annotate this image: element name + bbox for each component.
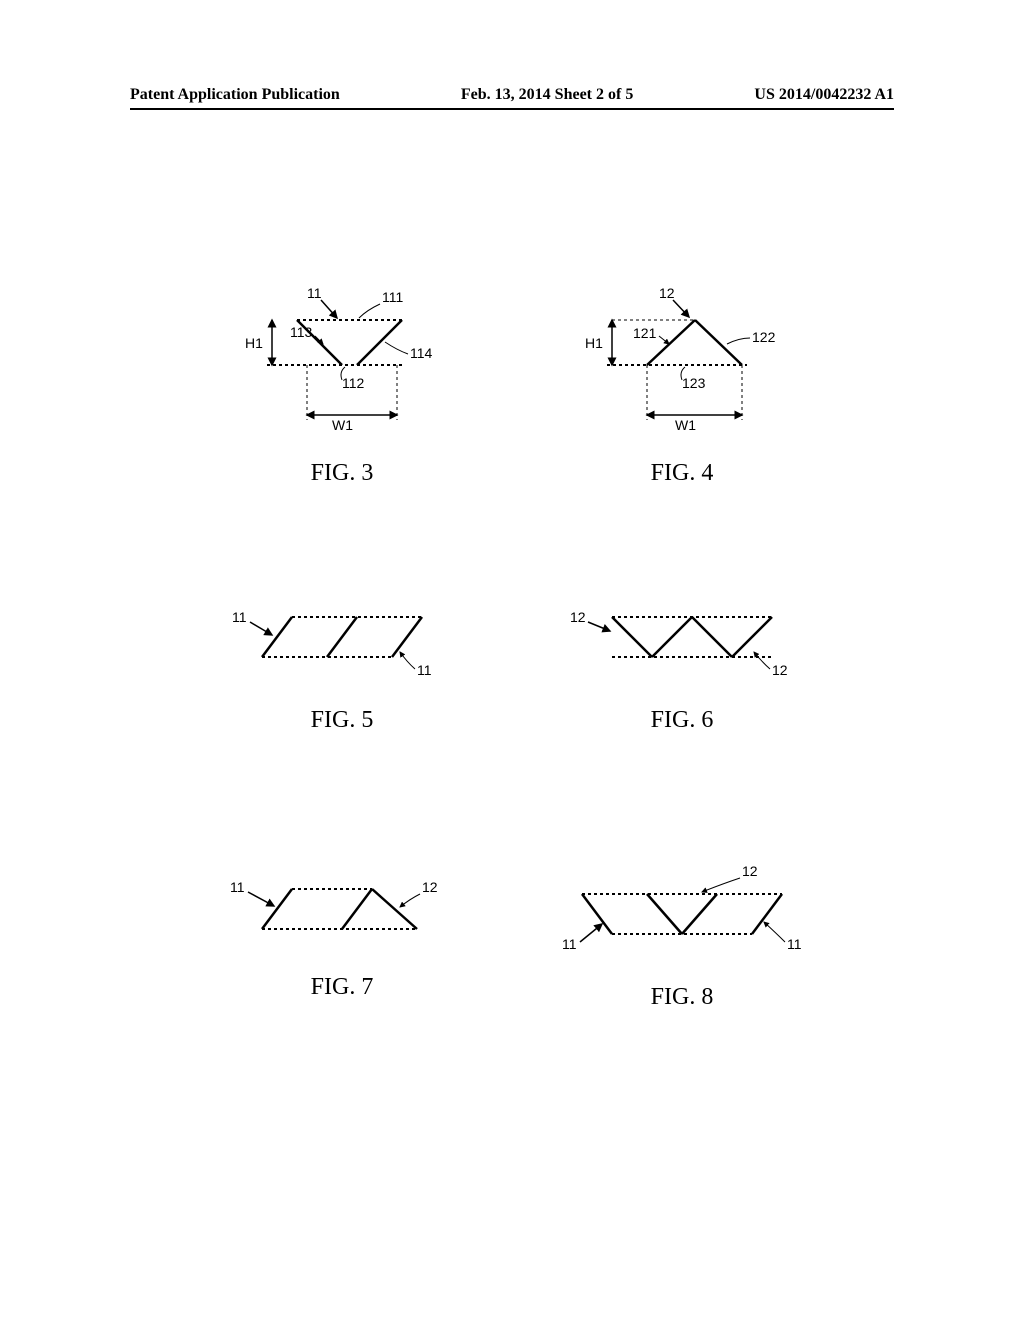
figure-7: 11 12 FIG. 7 — [202, 864, 482, 1011]
fig5-caption: FIG. 5 — [311, 707, 374, 734]
fig8-ref11a: 11 — [562, 936, 577, 952]
fig3-ref11: 11 — [307, 285, 322, 301]
header-center: Feb. 13, 2014 Sheet 2 of 5 — [461, 86, 633, 104]
figure-5: 11 11 FIG. 5 — [202, 597, 482, 734]
fig6-caption: FIG. 6 — [651, 707, 714, 734]
fig3-ref113: 113 — [290, 324, 313, 340]
fig3-H1: H1 — [245, 335, 263, 351]
fig4-caption: FIG. 4 — [651, 460, 714, 487]
fig4-ref121: 121 — [633, 325, 657, 341]
fig4-ref122: 122 — [752, 329, 776, 345]
fig7-svg: 11 12 — [222, 864, 462, 954]
fig3-caption: FIG. 3 — [311, 460, 374, 487]
fig8-ref11b: 11 — [787, 936, 802, 952]
fig8-svg: 12 11 11 — [542, 864, 822, 964]
page-header: Patent Application Publication Feb. 13, … — [0, 86, 1024, 104]
fig3-svg: H1 W1 11 111 113 114 112 — [227, 280, 457, 440]
fig5-ref11a: 11 — [232, 609, 247, 625]
fig5-ref11b: 11 — [417, 662, 432, 678]
fig7-ref11: 11 — [230, 879, 245, 895]
fig3-ref114: 114 — [410, 345, 433, 361]
header-right: US 2014/0042232 A1 — [754, 86, 894, 104]
figure-row-2: 11 11 FIG. 5 — [0, 597, 1024, 734]
figure-row-1: H1 W1 11 111 113 114 112 — [0, 280, 1024, 487]
figure-3: H1 W1 11 111 113 114 112 — [202, 280, 482, 487]
fig4-svg: H1 W1 12 121 122 123 — [567, 280, 797, 440]
figure-8: 12 11 11 FIG. 8 — [542, 864, 822, 1011]
fig3-ref111: 111 — [382, 289, 403, 305]
fig6-svg: 12 12 — [562, 597, 802, 687]
fig4-H1: H1 — [585, 335, 603, 351]
fig3-W1: W1 — [332, 417, 353, 433]
fig4-ref123: 123 — [682, 375, 706, 391]
figure-6: 12 12 FIG. 6 — [542, 597, 822, 734]
fig4-W1: W1 — [675, 417, 696, 433]
figures-area: H1 W1 11 111 113 114 112 — [0, 280, 1024, 1071]
figure-4: H1 W1 12 121 122 123 FIG. 4 — [542, 280, 822, 487]
fig7-caption: FIG. 7 — [311, 974, 374, 1001]
header-left: Patent Application Publication — [130, 86, 340, 104]
fig7-ref12: 12 — [422, 879, 438, 895]
figure-row-3: 11 12 FIG. 7 — [0, 864, 1024, 1011]
fig6-ref12b: 12 — [772, 662, 788, 678]
fig8-caption: FIG. 8 — [651, 984, 714, 1011]
fig8-ref12: 12 — [742, 864, 758, 879]
fig3-ref112: 112 — [342, 375, 365, 391]
fig6-ref12a: 12 — [570, 609, 586, 625]
header-rule — [130, 108, 894, 110]
fig5-svg: 11 11 — [222, 597, 462, 687]
fig4-ref12: 12 — [659, 285, 675, 301]
